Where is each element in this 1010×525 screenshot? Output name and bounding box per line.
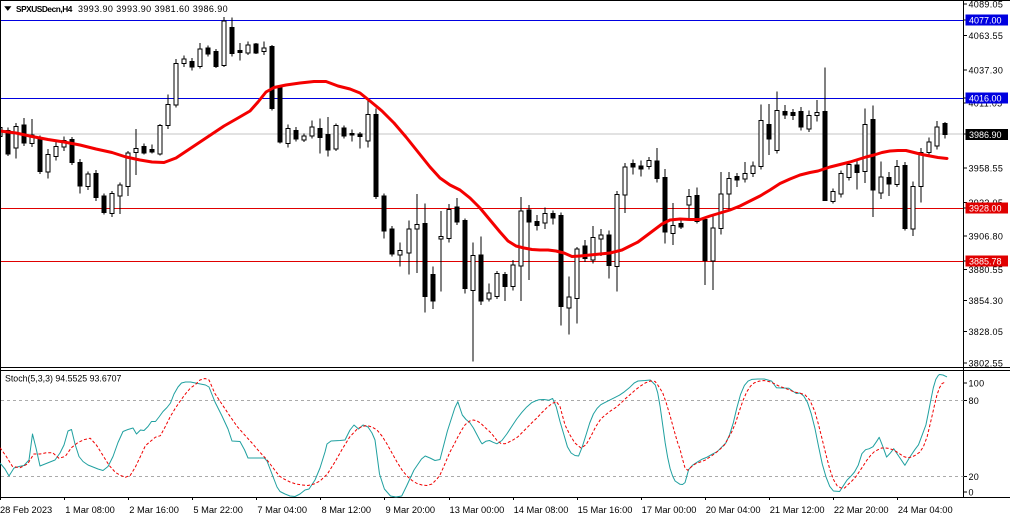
svg-text:4063.55: 4063.55 <box>969 31 1004 41</box>
svg-text:2 Mar 16:00: 2 Mar 16:00 <box>129 505 179 515</box>
svg-text:100: 100 <box>969 378 985 388</box>
svg-text:3906.80: 3906.80 <box>969 231 1004 241</box>
svg-text:3885.78: 3885.78 <box>969 256 1002 266</box>
svg-text:28 Feb 2023: 28 Feb 2023 <box>0 505 52 515</box>
svg-text:4037.30: 4037.30 <box>969 65 1004 75</box>
svg-text:3986.90: 3986.90 <box>969 130 1002 140</box>
svg-text:3993.90 3993.90 3981.60 3986.9: 3993.90 3993.90 3981.60 3986.90 <box>78 4 228 14</box>
svg-text:Stoch(5,3,3) 94.5525 93.6707: Stoch(5,3,3) 94.5525 93.6707 <box>5 374 122 384</box>
svg-text:3854.30: 3854.30 <box>969 296 1004 306</box>
svg-text:22 Mar 20:00: 22 Mar 20:00 <box>834 505 889 515</box>
svg-text:3958.55: 3958.55 <box>969 163 1004 173</box>
svg-text:8 Mar 12:00: 8 Mar 12:00 <box>321 505 371 515</box>
svg-text:9 Mar 20:00: 9 Mar 20:00 <box>385 505 435 515</box>
svg-text:3828.05: 3828.05 <box>969 327 1004 337</box>
svg-text:3880.55: 3880.55 <box>969 265 1004 275</box>
svg-text:4016.00: 4016.00 <box>969 93 1002 103</box>
svg-text:17 Mar 00:00: 17 Mar 00:00 <box>642 505 697 515</box>
svg-text:21 Mar 12:00: 21 Mar 12:00 <box>770 505 825 515</box>
svg-text:80: 80 <box>969 396 980 406</box>
svg-text:14 Mar 08:00: 14 Mar 08:00 <box>514 505 569 515</box>
svg-text:5 Mar 22:00: 5 Mar 22:00 <box>193 505 243 515</box>
svg-text:3928.00: 3928.00 <box>969 203 1002 213</box>
svg-text:7 Mar 04:00: 7 Mar 04:00 <box>257 505 307 515</box>
svg-text:3802.55: 3802.55 <box>969 358 1004 368</box>
svg-text:0: 0 <box>969 487 974 497</box>
svg-text:4077.00: 4077.00 <box>969 15 1002 25</box>
svg-text:20: 20 <box>969 472 980 482</box>
svg-text:1 Mar 08:00: 1 Mar 08:00 <box>65 505 115 515</box>
svg-text:13 Mar 00:00: 13 Mar 00:00 <box>450 505 505 515</box>
svg-text:20 Mar 04:00: 20 Mar 04:00 <box>706 505 761 515</box>
svg-text:SPXUSDecn,H4: SPXUSDecn,H4 <box>16 4 73 14</box>
svg-text:24 Mar 04:00: 24 Mar 04:00 <box>898 505 953 515</box>
svg-text:4089.05: 4089.05 <box>969 0 1004 9</box>
svg-text:15 Mar 16:00: 15 Mar 16:00 <box>578 505 633 515</box>
